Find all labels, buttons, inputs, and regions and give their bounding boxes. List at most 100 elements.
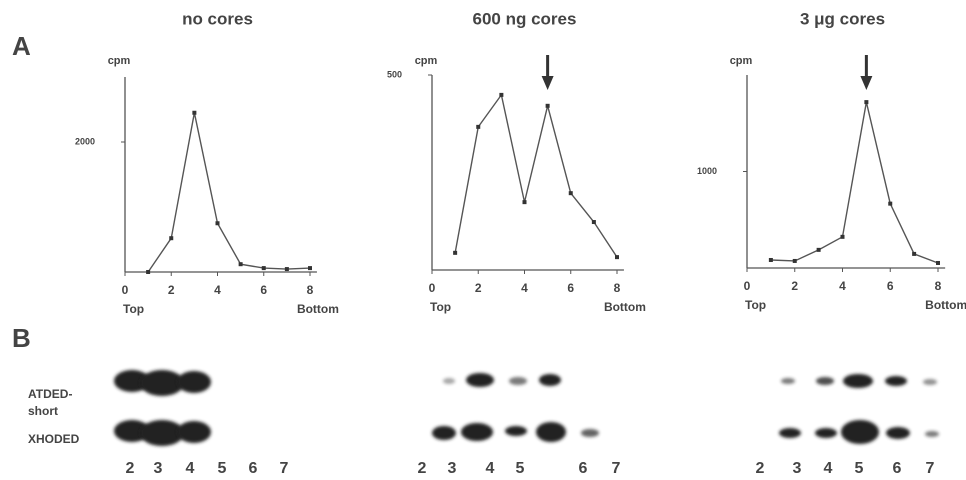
lane-label: 7 [612,460,621,477]
band [923,379,937,385]
point [936,261,940,265]
point [146,270,150,274]
point [476,125,480,129]
point [569,191,573,195]
x-tick-label: 6 [567,281,574,295]
lane-label: 3 [154,460,163,477]
point [592,220,596,224]
x-tick-label: 2 [168,283,175,297]
band [443,378,455,384]
lane-label: 2 [418,460,427,477]
lane-label: 6 [893,460,902,477]
band [177,371,211,393]
line [148,113,310,272]
point [216,221,220,225]
point [769,258,773,262]
x-tick-label: 8 [307,283,314,297]
lane-label: 2 [126,460,135,477]
point [793,259,797,263]
lane-label: 4 [486,460,495,477]
band [886,427,910,439]
lane-label: 6 [249,460,258,477]
point [841,235,845,239]
band [461,423,493,441]
band [815,428,837,438]
x-tick-label: 8 [935,279,942,293]
y-axis-label: cpm [415,55,438,67]
point [453,251,457,255]
x-tick-label: 8 [614,281,621,295]
figure: A B ATDED- short XHODED no corescpm20000… [0,0,966,480]
point [262,266,266,270]
x-tick-label: 0 [429,281,436,295]
panel-label: A [12,31,31,61]
point [285,267,289,271]
point [308,266,312,270]
lane-label: 3 [793,460,802,477]
x-end-label: Bottom [604,300,646,314]
band [432,426,456,440]
x-end-label: Bottom [297,302,339,316]
x-tick-label: 0 [122,283,129,297]
lane-label: 7 [280,460,289,477]
band [505,426,527,436]
lane-label: 5 [516,460,525,477]
point [169,236,173,240]
x-tick-label: 2 [791,279,798,293]
point [615,255,619,259]
band [816,377,834,385]
gel-bands [114,370,939,446]
x-tick-label: 6 [260,283,267,297]
line [455,95,617,257]
band [779,428,801,438]
lane-label: 4 [824,460,833,477]
y-axis-label: cpm [730,55,753,67]
point [817,248,821,252]
point [546,104,550,108]
y-tick-label: 2000 [75,136,95,146]
point [523,200,527,204]
y-axis-label: cpm [108,55,131,67]
point [499,93,503,97]
point [239,262,243,266]
band [843,374,873,388]
x-tick-label: 6 [887,279,894,293]
band [841,420,879,444]
lane-label: 5 [218,460,227,477]
band [177,421,211,443]
row-label: short [28,404,58,418]
chart-title: no cores [182,9,253,28]
x-end-label: Bottom [925,298,966,312]
y-tick-label: 500 [387,69,402,79]
row-label: ATDED- [28,387,72,401]
lane-label: 3 [448,460,457,477]
band [885,376,907,386]
x-start-label: Top [745,298,766,312]
line [771,102,938,263]
arrow [542,55,554,90]
lane-label: 2 [756,460,765,477]
band [536,422,566,442]
point [864,100,868,104]
lane-label: 5 [855,460,864,477]
band [539,374,561,386]
band [925,431,939,437]
arrow [860,55,872,90]
point [912,252,916,256]
x-tick-label: 0 [744,279,751,293]
x-tick-label: 4 [839,279,846,293]
panel-label: B [12,323,31,353]
x-start-label: Top [123,302,144,316]
lane-label: 7 [926,460,935,477]
y-tick-label: 1000 [697,166,717,176]
x-tick-label: 4 [214,283,221,297]
band [466,373,494,387]
lane-label: 4 [186,460,195,477]
x-tick-label: 2 [475,281,482,295]
x-tick-label: 4 [521,281,528,295]
chart-title: 600 ng cores [473,9,577,28]
x-start-label: Top [430,300,451,314]
band [509,377,527,385]
band [781,378,795,384]
lane-label: 6 [579,460,588,477]
